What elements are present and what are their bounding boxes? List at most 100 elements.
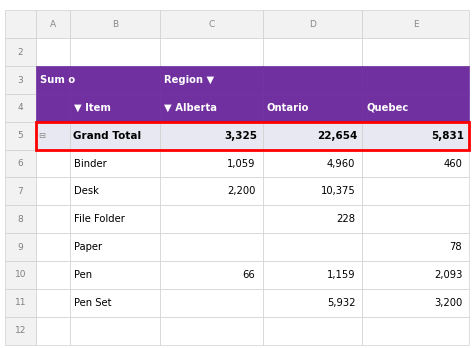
Bar bbox=[36, 150, 70, 177]
Bar bbox=[36, 38, 70, 66]
Text: 12: 12 bbox=[15, 326, 26, 335]
Text: 6: 6 bbox=[18, 159, 23, 168]
Bar bbox=[5, 289, 36, 317]
Bar bbox=[160, 205, 263, 233]
Text: 3,200: 3,200 bbox=[434, 298, 462, 308]
Bar bbox=[5, 66, 36, 94]
Bar bbox=[36, 205, 70, 233]
Text: D: D bbox=[309, 20, 316, 29]
Bar bbox=[5, 150, 36, 177]
Bar bbox=[70, 205, 160, 233]
Text: Desk: Desk bbox=[73, 187, 99, 196]
Bar bbox=[363, 66, 469, 94]
Bar bbox=[70, 94, 160, 122]
Bar bbox=[363, 38, 469, 66]
Text: 3,325: 3,325 bbox=[225, 131, 258, 141]
Bar bbox=[36, 317, 70, 345]
Bar bbox=[263, 261, 363, 289]
Text: ▼ Item: ▼ Item bbox=[73, 103, 110, 113]
Bar bbox=[36, 261, 70, 289]
Bar bbox=[36, 10, 70, 38]
Text: Sum o: Sum o bbox=[40, 75, 75, 85]
Text: A: A bbox=[50, 20, 56, 29]
Text: C: C bbox=[209, 20, 215, 29]
Bar bbox=[363, 205, 469, 233]
Text: ▼ Alberta: ▼ Alberta bbox=[164, 103, 217, 113]
Bar bbox=[263, 317, 363, 345]
Text: 228: 228 bbox=[337, 214, 356, 224]
Text: File Folder: File Folder bbox=[73, 214, 125, 224]
Text: 4,960: 4,960 bbox=[327, 159, 356, 168]
Text: 22,654: 22,654 bbox=[317, 131, 358, 141]
Bar bbox=[5, 122, 36, 150]
Text: Binder: Binder bbox=[73, 159, 106, 168]
Text: 5,831: 5,831 bbox=[431, 131, 465, 141]
Bar bbox=[363, 261, 469, 289]
Bar bbox=[363, 122, 469, 150]
Bar bbox=[36, 289, 70, 317]
Bar bbox=[5, 233, 36, 261]
Bar bbox=[160, 94, 263, 122]
Text: 78: 78 bbox=[449, 242, 462, 252]
Bar bbox=[5, 94, 36, 122]
Bar bbox=[363, 233, 469, 261]
Text: Region ▼: Region ▼ bbox=[164, 75, 214, 85]
Bar bbox=[160, 317, 263, 345]
Bar bbox=[5, 317, 36, 345]
Text: 460: 460 bbox=[443, 159, 462, 168]
Text: ⊟: ⊟ bbox=[38, 131, 45, 140]
Text: Quebec: Quebec bbox=[366, 103, 409, 113]
Text: 2,093: 2,093 bbox=[434, 270, 462, 280]
Bar bbox=[160, 177, 263, 205]
Bar bbox=[363, 317, 469, 345]
Text: 1,159: 1,159 bbox=[327, 270, 356, 280]
Bar bbox=[36, 122, 469, 150]
Bar bbox=[263, 289, 363, 317]
Text: E: E bbox=[413, 20, 419, 29]
Bar bbox=[70, 38, 160, 66]
Bar bbox=[36, 94, 70, 122]
Bar bbox=[70, 317, 160, 345]
Bar bbox=[363, 150, 469, 177]
Text: Paper: Paper bbox=[73, 242, 102, 252]
Text: B: B bbox=[112, 20, 118, 29]
Bar bbox=[70, 122, 160, 150]
Bar bbox=[5, 205, 36, 233]
Text: 10: 10 bbox=[15, 270, 26, 279]
Bar bbox=[5, 177, 36, 205]
Bar bbox=[5, 261, 36, 289]
Bar bbox=[36, 233, 70, 261]
Bar bbox=[160, 233, 263, 261]
Bar bbox=[160, 10, 263, 38]
Text: 10,375: 10,375 bbox=[320, 187, 356, 196]
Bar bbox=[263, 177, 363, 205]
Bar bbox=[70, 261, 160, 289]
Text: Pen: Pen bbox=[73, 270, 91, 280]
Bar bbox=[263, 233, 363, 261]
Text: 3: 3 bbox=[18, 76, 23, 85]
Bar bbox=[70, 289, 160, 317]
Text: 66: 66 bbox=[243, 270, 255, 280]
Text: 5,932: 5,932 bbox=[327, 298, 356, 308]
Bar bbox=[363, 10, 469, 38]
Bar bbox=[70, 150, 160, 177]
Bar bbox=[363, 94, 469, 122]
Text: 5: 5 bbox=[18, 131, 23, 140]
Bar bbox=[160, 261, 263, 289]
Bar bbox=[363, 289, 469, 317]
Bar bbox=[36, 122, 70, 150]
Bar bbox=[363, 177, 469, 205]
Text: 2,200: 2,200 bbox=[227, 187, 255, 196]
Bar bbox=[5, 38, 36, 66]
Text: Pen Set: Pen Set bbox=[73, 298, 111, 308]
Text: 11: 11 bbox=[15, 298, 26, 307]
Bar bbox=[36, 177, 70, 205]
Bar bbox=[36, 66, 70, 94]
Bar bbox=[70, 177, 160, 205]
Bar bbox=[263, 94, 363, 122]
Bar bbox=[160, 38, 263, 66]
Text: 7: 7 bbox=[18, 187, 23, 196]
Text: 1,059: 1,059 bbox=[227, 159, 255, 168]
Text: Grand Total: Grand Total bbox=[73, 131, 141, 141]
Text: Ontario: Ontario bbox=[266, 103, 309, 113]
